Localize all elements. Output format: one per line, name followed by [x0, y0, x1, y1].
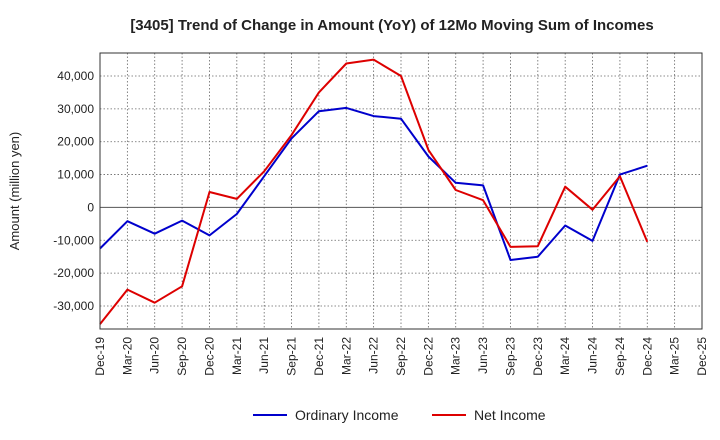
- y-tick-label: 40,000: [57, 69, 94, 83]
- legend-label-ordinary-income: Ordinary Income: [295, 407, 399, 423]
- x-tick-label: Dec-22: [421, 337, 435, 376]
- y-tick-label: -20,000: [53, 266, 94, 280]
- x-tick-label: Mar-24: [558, 337, 572, 375]
- x-tick-label: Dec-23: [531, 337, 545, 376]
- x-tick-label: Jun-21: [257, 337, 271, 374]
- x-tick-label: Dec-25: [695, 337, 709, 376]
- x-tick-label: Mar-23: [449, 337, 463, 375]
- series-line-ordinary-income: [99, 106, 648, 261]
- y-tick-label: 30,000: [57, 102, 94, 116]
- x-tick-label: Jun-23: [476, 337, 490, 374]
- x-tick-label: Mar-21: [230, 337, 244, 375]
- grid: [100, 53, 702, 329]
- x-tick-label: Dec-24: [640, 337, 654, 376]
- x-tick-label: Dec-19: [93, 337, 107, 376]
- y-tick-label: -30,000: [53, 299, 94, 313]
- y-tick-label: 10,000: [57, 168, 94, 182]
- series-lines: [99, 58, 649, 325]
- x-tick-label: Dec-20: [202, 337, 216, 376]
- y-tick-labels: -30,000 -20,000 -10,000 0 10,000 20,000 30,000…: [53, 69, 94, 313]
- y-tick-label: 20,000: [57, 135, 94, 149]
- legend-label-net-income: Net Income: [474, 407, 546, 423]
- x-tick-label: Sep-20: [175, 337, 189, 376]
- x-tick-label: Sep-24: [613, 337, 627, 376]
- x-tick-label: Mar-22: [339, 337, 353, 375]
- chart-title: [3405] Trend of Change in Amount (YoY) o…: [130, 17, 653, 34]
- legend: Ordinary Income Net Income: [253, 407, 546, 423]
- x-tick-label: Sep-23: [503, 337, 517, 376]
- x-tick-label: Jun-20: [148, 337, 162, 374]
- x-tick-label: Mar-25: [668, 337, 682, 375]
- x-tick-label: Dec-21: [312, 337, 326, 376]
- x-tick-label: Sep-22: [394, 337, 408, 376]
- x-tick-label: Sep-21: [285, 337, 299, 376]
- y-axis-title: Amount (million yen): [7, 132, 22, 251]
- x-tick-label: Jun-22: [367, 337, 381, 374]
- x-tick-labels: Dec-19 Mar-20 Jun-20 Sep-20 Dec-20 Mar-21 Jun-…: [93, 337, 709, 376]
- x-tick-label: Mar-20: [120, 337, 134, 375]
- plot-frame: [99, 52, 703, 330]
- x-tick-label: Jun-24: [586, 337, 600, 374]
- series-line-net-income: [99, 58, 649, 325]
- y-tick-label: -10,000: [53, 233, 94, 247]
- y-tick-label: 0: [87, 200, 94, 214]
